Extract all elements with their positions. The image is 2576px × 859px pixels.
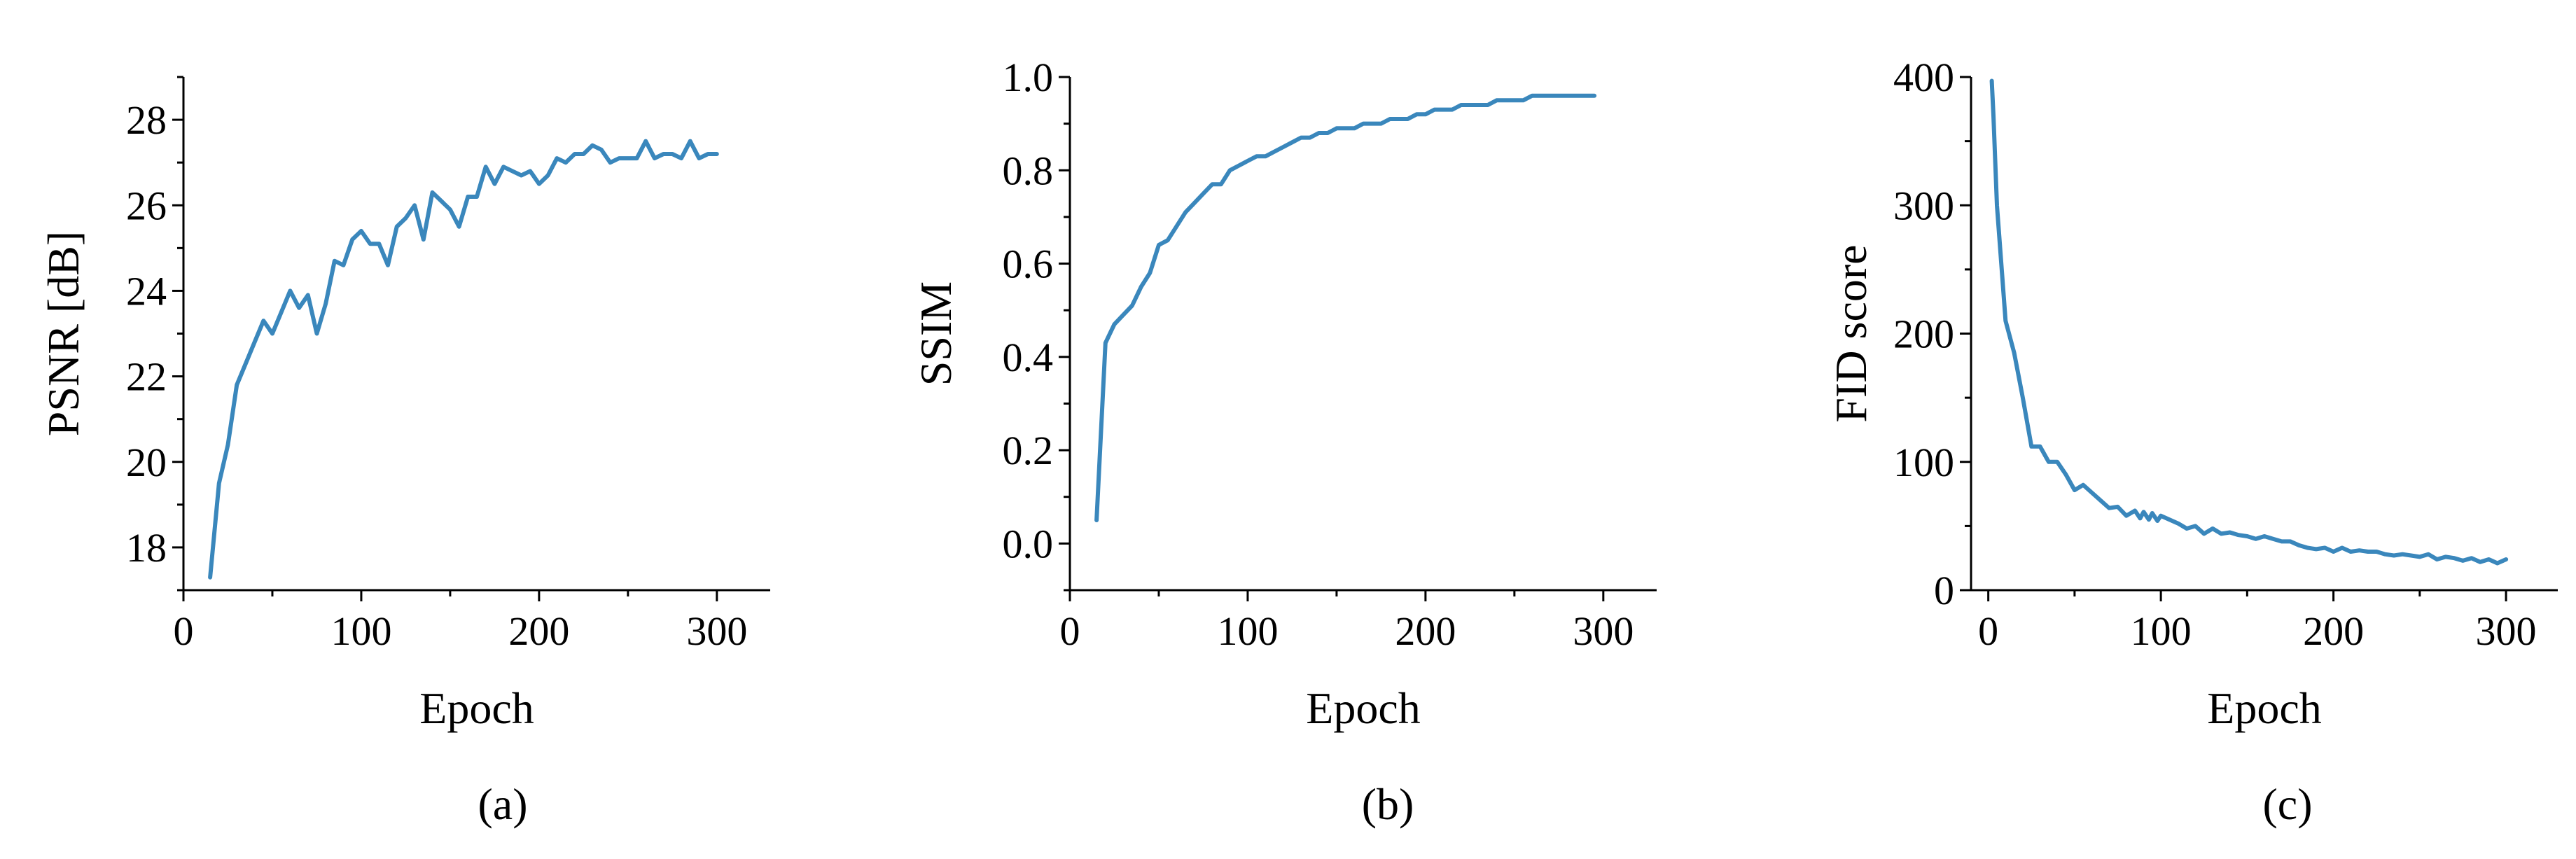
x-axis-label: Epoch xyxy=(1306,683,1421,733)
x-tick-label: 100 xyxy=(1217,608,1278,654)
subplot-caption: (b) xyxy=(1362,779,1414,829)
y-axis-label: PSNR [dB] xyxy=(39,231,88,436)
x-tick-label: 0 xyxy=(1978,608,1998,654)
x-tick-label: 200 xyxy=(508,608,569,654)
y-tick-label: 22 xyxy=(126,354,167,400)
y-tick-label: 400 xyxy=(1893,55,1954,100)
x-tick-label: 200 xyxy=(2303,608,2364,654)
y-tick-label: 0.0 xyxy=(1003,521,1054,566)
y-axis-label: FID score xyxy=(1826,244,1876,422)
y-tick-label: 26 xyxy=(126,183,167,228)
x-tick-label: 300 xyxy=(2476,608,2537,654)
x-axis-label: Epoch xyxy=(419,683,534,733)
y-tick-label: 200 xyxy=(1893,312,1954,357)
subplot-caption: (c) xyxy=(2262,779,2312,829)
y-tick-label: 28 xyxy=(126,97,167,143)
y-tick-label: 0.6 xyxy=(1003,242,1054,287)
subplot-b: 0 100 200 300 0.0 0.2 0.4 0.6 0.8 1.0 Epoch SSIM (b) xyxy=(911,55,1657,829)
x-tick-label: 100 xyxy=(330,608,391,654)
x-tick-label: 0 xyxy=(174,608,194,654)
y-tick-label: 24 xyxy=(126,268,167,314)
x-axis-label: Epoch xyxy=(2207,683,2322,733)
y-axis-label: SSIM xyxy=(911,281,961,386)
subplot-c: 0 100 200 300 0 100 200 300 400 Epoch FID score (c) xyxy=(1826,55,2558,829)
x-tick-label: 100 xyxy=(2131,608,2192,654)
y-tick-label: 0.8 xyxy=(1003,148,1054,193)
y-tick-label: 0.2 xyxy=(1003,428,1054,473)
series-line xyxy=(1989,78,2509,566)
x-tick-label: 0 xyxy=(1060,608,1080,654)
y-tick-label: 0 xyxy=(1934,568,1954,613)
subplot-caption: (a) xyxy=(478,779,527,829)
y-tick-label: 20 xyxy=(126,440,167,485)
subplot-a: 0 100 200 300 18 20 22 24 26 28 Epoch PSNR [dB] (a) xyxy=(39,76,770,829)
series-line xyxy=(208,139,719,580)
y-tick-label: 18 xyxy=(126,525,167,571)
y-tick-label: 1.0 xyxy=(1003,55,1054,100)
x-tick-label: 300 xyxy=(686,608,747,654)
series-line xyxy=(1094,93,1597,522)
x-tick-label: 200 xyxy=(1395,608,1456,654)
x-tick-label: 300 xyxy=(1573,608,1634,654)
y-tick-label: 300 xyxy=(1893,183,1954,228)
y-tick-label: 0.4 xyxy=(1003,335,1054,380)
y-tick-label: 100 xyxy=(1893,440,1954,485)
